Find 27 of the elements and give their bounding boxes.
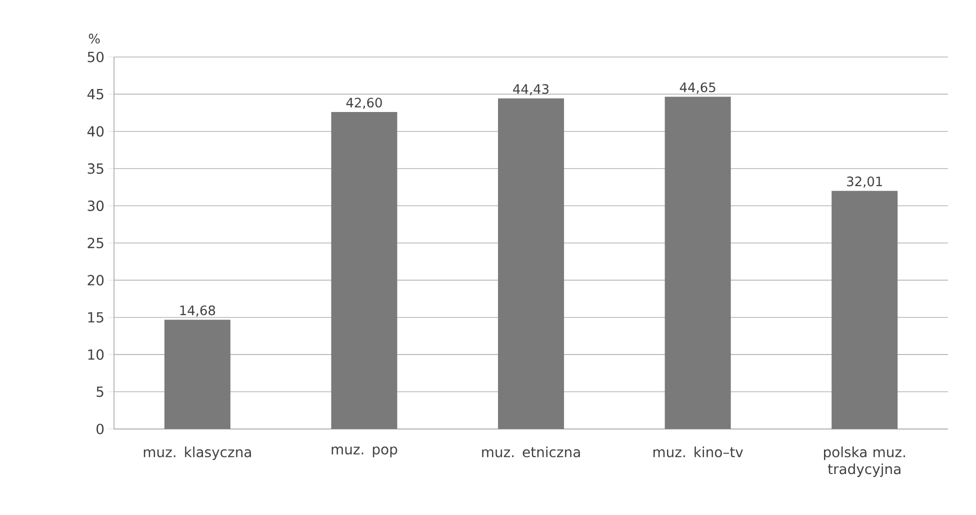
x-tick-label: polska muz. tradycyjna — [824, 446, 905, 477]
x-tick-label: muz. kino–tv — [653, 446, 743, 458]
y-tick-label: 40 — [87, 126, 104, 137]
x-tick-label: muz. pop — [332, 446, 398, 458]
y-tick-label: 45 — [87, 89, 104, 100]
bar — [331, 112, 398, 429]
y-tick-label: 50 — [88, 52, 104, 62]
y-tick-label: 5 — [96, 386, 104, 397]
data-label: 42,60 — [346, 98, 382, 109]
y-tick-label: 15 — [88, 312, 104, 323]
y-tick-label: 30 — [88, 200, 104, 212]
bar — [164, 320, 230, 429]
y-tick-label: 10 — [88, 349, 104, 360]
data-label: 44,65 — [680, 82, 716, 94]
x-tick-label: muz. klasyczna — [144, 446, 251, 460]
y-tick-label: 20 — [88, 274, 104, 286]
x-tick-label: muz. etniczna — [482, 446, 580, 458]
y-tick-label: 35 — [88, 163, 104, 174]
data-label: 14,68 — [180, 305, 216, 317]
data-label: 32,01 — [847, 176, 882, 188]
bar — [498, 98, 564, 429]
bar — [832, 190, 898, 429]
data-label: 44,43 — [513, 84, 548, 96]
y-tick-label: 25 — [88, 238, 104, 248]
y-tick-label: 0 — [96, 424, 104, 434]
y-axis-title: % — [88, 34, 100, 44]
bar — [664, 96, 731, 429]
